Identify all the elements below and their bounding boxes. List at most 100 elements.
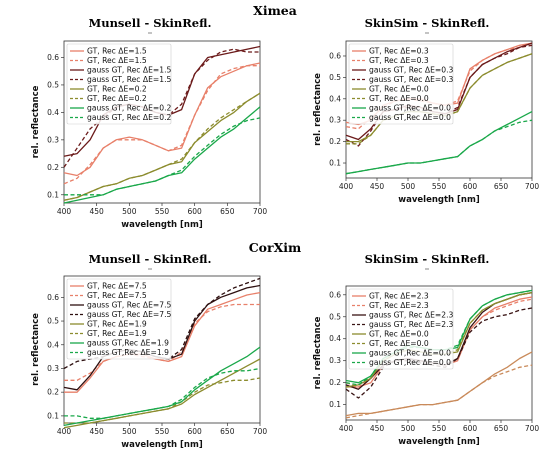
y-tick-label: 0.1 xyxy=(47,411,59,420)
x-tick-label: 450 xyxy=(90,207,105,216)
y-axis-label: rel. reflectance xyxy=(313,316,323,389)
y-tick-label: 0.4 xyxy=(47,340,59,349)
y-tick-label: 0.3 xyxy=(329,356,341,365)
x-tick-label: 550 xyxy=(432,424,447,433)
x-tick-label: 400 xyxy=(339,182,354,191)
y-tick-label: 0.2 xyxy=(47,163,59,172)
legend-entry: gauss GT,Rec ΔE=0.0 xyxy=(369,358,451,367)
x-tick-label: 500 xyxy=(401,182,416,191)
x-tick-label: 650 xyxy=(494,424,509,433)
series-line-8 xyxy=(64,117,261,196)
y-tick-label: 0.5 xyxy=(329,73,341,82)
legend-entry: GT, Rec ΔE=1.9 xyxy=(87,329,147,338)
x-tick-label: 450 xyxy=(90,427,105,436)
y-tick-label: 0.6 xyxy=(329,51,341,60)
y-tick-label: 0.2 xyxy=(329,137,341,146)
chart-title: SkinSim - SkinRefl. xyxy=(365,252,490,266)
y-tick-label: 0.2 xyxy=(47,388,59,397)
x-tick-label: 500 xyxy=(122,427,137,436)
x-tick-label: 600 xyxy=(463,182,478,191)
series-line-2 xyxy=(345,42,533,130)
x-axis-label: wavelength [nm] xyxy=(121,220,203,230)
x-tick-label: 700 xyxy=(253,427,268,436)
legend-entry: GT, Rec ΔE=0.2 xyxy=(87,85,147,94)
x-tick-label: 450 xyxy=(370,424,385,433)
legend-entry: gauss GT, Rec ΔE=1.5 xyxy=(87,75,171,84)
x-tick-label: 650 xyxy=(494,182,509,191)
legend-entry: GT, Rec ΔE=0.3 xyxy=(369,47,429,56)
x-tick-label: 550 xyxy=(155,427,170,436)
chart-title: Munsell - SkinRefl. xyxy=(88,16,211,30)
legend-entry: gauss GT, Rec ΔE=1.5 xyxy=(87,66,171,75)
y-tick-label: 0.5 xyxy=(47,317,59,326)
x-tick-label: 700 xyxy=(525,424,540,433)
series-line-2 xyxy=(64,303,260,381)
x-tick-label: 600 xyxy=(188,207,203,216)
legend-entry: GT, Rec ΔE=0.3 xyxy=(369,56,429,65)
x-tick-label: 600 xyxy=(188,427,203,436)
y-axis-label: rel. reflectance xyxy=(313,73,323,146)
legend-entry: GT, Rec ΔE=1.5 xyxy=(87,56,147,65)
legend-entry: gauss GT, Rec ΔE=2.3 xyxy=(369,311,453,320)
x-tick-label: 550 xyxy=(432,182,447,191)
legend-entry: gauss GT,Rec ΔE=0.0 xyxy=(369,113,451,122)
y-tick-label: 0.1 xyxy=(47,190,59,199)
y-tick-label: 0.6 xyxy=(329,290,341,299)
legend-entry: GT, Rec ΔE=0.0 xyxy=(369,330,429,339)
y-tick-label: 0.4 xyxy=(329,334,341,343)
y-axis-label: rel. reflectance xyxy=(31,313,41,386)
legend-entry: GT, Rec ΔE=7.5 xyxy=(87,282,147,291)
legend-entry: gauss GT, Rec ΔE=2.3 xyxy=(369,320,453,329)
legend-entry: gauss GT, Rec ΔE=0.3 xyxy=(369,66,453,75)
x-tick-label: 450 xyxy=(370,182,385,191)
chart-panels: Munsell - SkinRefl. 400 450 500 550 600 650 700… xyxy=(31,16,539,450)
legend-box xyxy=(348,288,454,370)
series-line-6 xyxy=(64,377,261,424)
x-tick-label: 400 xyxy=(57,427,72,436)
series-line-6 xyxy=(63,92,261,201)
y-tick-label: 0.4 xyxy=(47,108,59,117)
group-title-corxim: CorXim xyxy=(249,240,302,255)
legend-entry: gauss GT, Rec ΔE=7.5 xyxy=(87,310,171,319)
y-tick-label: 0.1 xyxy=(329,159,341,168)
legend-box xyxy=(348,43,454,125)
legend-entry: GT, Rec ΔE=7.5 xyxy=(87,291,147,300)
series-line-2 xyxy=(63,65,260,185)
x-tick-label: 650 xyxy=(220,427,235,436)
series-line-5 xyxy=(63,358,261,429)
legend-entry: gauss GT,Rec ΔE=0.0 xyxy=(369,104,451,113)
y-tick-label: 0.6 xyxy=(47,293,59,302)
x-tick-label: 500 xyxy=(401,424,416,433)
y-tick-label: 0.3 xyxy=(47,135,59,144)
x-tick-label: 700 xyxy=(253,207,268,216)
x-tick-label: 400 xyxy=(339,424,354,433)
x-tick-label: 600 xyxy=(463,424,478,433)
chart-panel-1: Munsell - SkinRefl. 400 450 500 550 600 650 700… xyxy=(31,16,267,230)
x-tick-label: 650 xyxy=(220,207,235,216)
x-axis-label: wavelength [nm] xyxy=(398,195,480,205)
legend-entry: GT, Rec ΔE=2.3 xyxy=(369,292,429,301)
chart-title: Munsell - SkinRefl. xyxy=(88,252,211,266)
y-tick-label: 0.5 xyxy=(47,80,59,89)
chart-panel-4: SkinSim - SkinRefl. 400 450 500 550 600 650 700… xyxy=(313,252,539,447)
y-axis-label: rel. reflectance xyxy=(31,85,41,158)
x-axis-label: wavelength [nm] xyxy=(398,437,480,447)
series-line-8 xyxy=(345,119,533,175)
legend-entry: gauss GT, Rec ΔE=0.2 xyxy=(87,113,171,122)
legend-entry: GT, Rec ΔE=0.2 xyxy=(87,94,147,103)
y-tick-label: 0.2 xyxy=(329,378,341,387)
legend-entry: GT, Rec ΔE=0.0 xyxy=(369,85,429,94)
legend-entry: GT, Rec ΔE=0.0 xyxy=(369,339,429,348)
legend-entry: gauss GT,Rec ΔE=1.9 xyxy=(87,339,169,348)
x-tick-label: 500 xyxy=(122,207,137,216)
group-title-ximea: Ximea xyxy=(253,3,297,18)
legend-entry: gauss GT,Rec ΔE=0.0 xyxy=(369,349,451,358)
x-axis-label: wavelength [nm] xyxy=(121,440,203,450)
y-tick-label: 0.5 xyxy=(329,312,341,321)
y-tick-label: 0.3 xyxy=(329,116,341,125)
y-tick-label: 0.6 xyxy=(47,53,59,62)
legend-entry: GT, Rec ΔE=1.5 xyxy=(87,47,147,56)
y-tick-label: 0.4 xyxy=(329,94,341,103)
legend-box xyxy=(66,43,172,125)
